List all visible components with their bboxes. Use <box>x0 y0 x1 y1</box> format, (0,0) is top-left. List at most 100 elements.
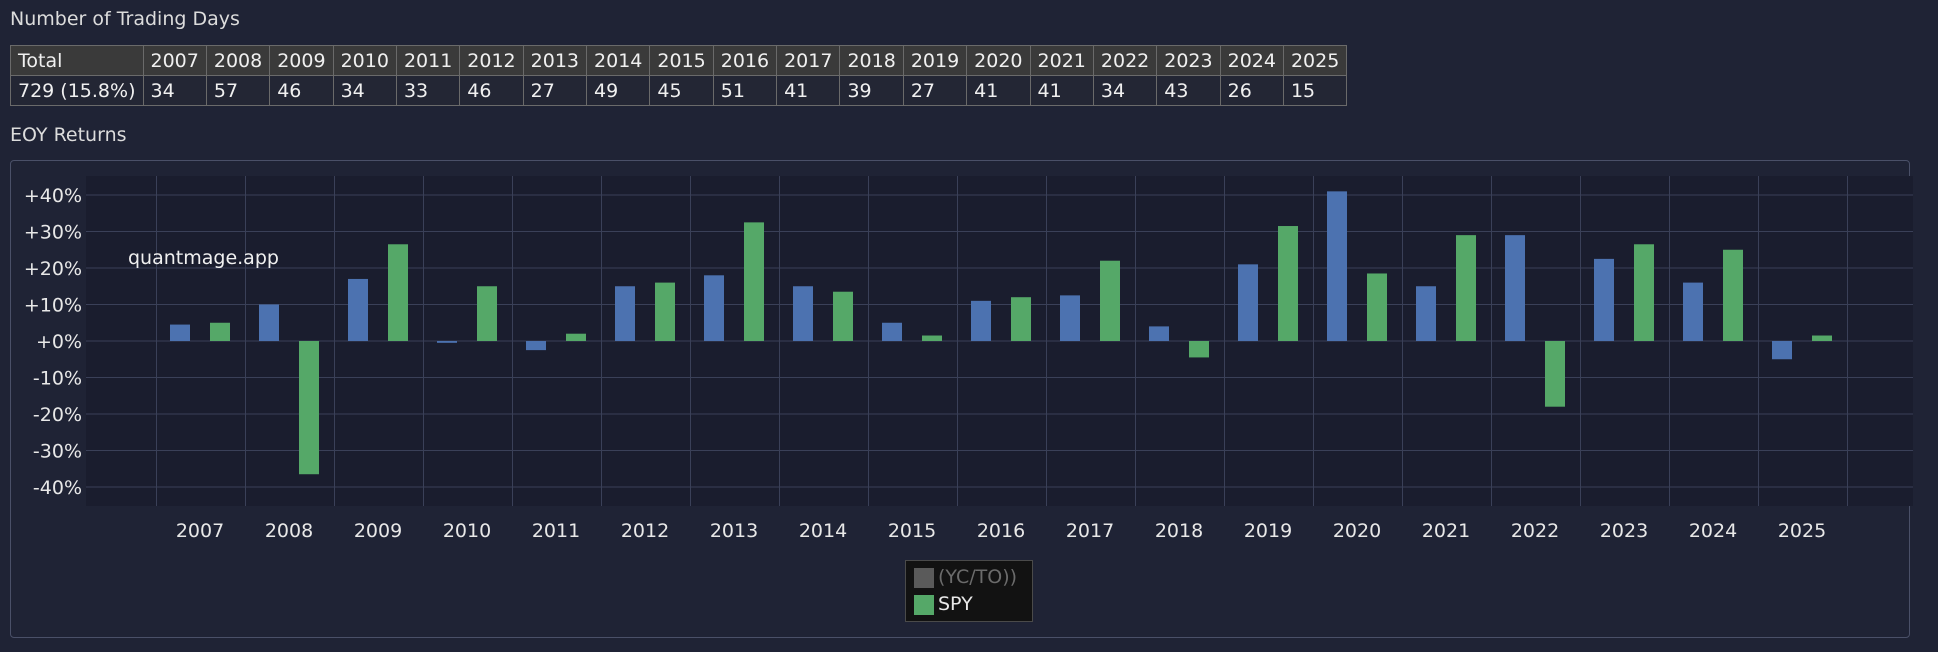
y-tick-label: +10% <box>24 295 82 317</box>
bar-strategy-2009 <box>348 278 368 341</box>
bar-spy-2016 <box>1011 297 1031 341</box>
header-year-2018: 2018 <box>839 45 904 76</box>
header-year-2022: 2022 <box>1092 45 1158 76</box>
x-tick-label-2008: 2008 <box>265 520 313 542</box>
bar-strategy-2011 <box>526 341 546 351</box>
bar-strategy-2012 <box>615 286 635 341</box>
y-tick-label: -40% <box>33 477 82 499</box>
x-tick-label-2014: 2014 <box>799 520 847 542</box>
y-tick-label: +30% <box>24 222 82 244</box>
header-year-2021: 2021 <box>1029 45 1094 76</box>
x-tick-label-2022: 2022 <box>1511 520 1559 542</box>
x-tick-label-2013: 2013 <box>710 520 758 542</box>
header-year-2007: 2007 <box>142 45 207 76</box>
bar-spy-2007 <box>210 322 230 341</box>
bar-strategy-2023 <box>1594 258 1614 341</box>
cell-year-2025: 15 <box>1282 75 1348 106</box>
cell-year-2022: 34 <box>1092 75 1158 106</box>
bar-spy-2014 <box>833 291 853 341</box>
bar-spy-2023 <box>1634 244 1654 341</box>
bar-spy-2021 <box>1456 235 1476 341</box>
eoy-returns-title: EOY Returns <box>10 124 127 146</box>
x-tick-label-2015: 2015 <box>888 520 936 542</box>
cell-year-2011: 33 <box>395 75 461 106</box>
cell-year-2013: 27 <box>522 75 588 106</box>
legend-item-spy[interactable]: SPY <box>914 591 1024 618</box>
bar-spy-2017 <box>1100 260 1120 341</box>
header-year-2024: 2024 <box>1219 45 1284 76</box>
bar-spy-2018 <box>1189 341 1209 358</box>
header-year-2015: 2015 <box>649 45 714 76</box>
bar-spy-2008 <box>299 341 319 475</box>
cell-year-2019: 27 <box>902 75 968 106</box>
x-tick-label-2023: 2023 <box>1600 520 1648 542</box>
trading-days-value-row: 729 (15.8%) 34 57 46 34 33 46 27 49 45 51 41 39 27 41 4… <box>10 75 1348 106</box>
x-tick-label-2007: 2007 <box>176 520 224 542</box>
header-year-2014: 2014 <box>586 45 651 76</box>
bar-spy-2022 <box>1545 341 1565 407</box>
x-tick-label-2020: 2020 <box>1333 520 1381 542</box>
header-year-2016: 2016 <box>712 45 778 76</box>
bar-spy-2015 <box>922 335 942 341</box>
cell-year-2009: 46 <box>269 75 334 106</box>
cell-year-2017: 41 <box>776 75 841 106</box>
bar-strategy-2007 <box>170 324 190 341</box>
trading-days-header-row: Total 2007 2008 2009 2010 2011 2012 2013 2014 201… <box>10 45 1348 76</box>
x-tick-label-2009: 2009 <box>354 520 402 542</box>
y-tick-label: -10% <box>33 368 82 390</box>
bar-strategy-2015 <box>882 322 902 341</box>
bar-strategy-2016 <box>971 300 991 341</box>
cell-year-2010: 34 <box>332 75 397 106</box>
bar-strategy-2017 <box>1060 295 1080 341</box>
trading-days-title: Number of Trading Days <box>10 8 240 30</box>
bar-spy-2019 <box>1278 226 1298 341</box>
y-tick-label: +20% <box>24 258 82 280</box>
bar-spy-2020 <box>1367 273 1387 341</box>
chart-legend: (YC/TO)) SPY <box>905 560 1033 622</box>
cell-year-2020: 41 <box>966 75 1031 106</box>
header-year-2010: 2010 <box>332 45 397 76</box>
x-tick-label-2024: 2024 <box>1689 520 1737 542</box>
bar-strategy-2014 <box>793 286 813 341</box>
y-tick-label: +40% <box>24 185 82 207</box>
bar-spy-2010 <box>477 286 497 341</box>
header-year-2023: 2023 <box>1156 45 1221 76</box>
cell-year-2008: 57 <box>205 75 271 106</box>
trading-days-table: Total 2007 2008 2009 2010 2011 2012 2013 2014 201… <box>10 45 1348 106</box>
header-year-2008: 2008 <box>205 45 271 76</box>
bar-strategy-2020 <box>1327 191 1347 341</box>
x-tick-label-2025: 2025 <box>1778 520 1826 542</box>
y-tick-label: +0% <box>36 331 82 353</box>
bar-strategy-2025 <box>1772 341 1792 360</box>
header-year-2012: 2012 <box>459 45 524 76</box>
bar-strategy-2024 <box>1683 282 1703 341</box>
bar-spy-2024 <box>1723 249 1743 341</box>
header-year-2025: 2025 <box>1282 45 1348 76</box>
bar-strategy-2022 <box>1505 235 1525 341</box>
cell-year-2024: 26 <box>1219 75 1284 106</box>
x-tick-label-2010: 2010 <box>443 520 491 542</box>
bar-strategy-2018 <box>1149 326 1169 341</box>
bar-spy-2012 <box>655 282 675 341</box>
header-year-2009: 2009 <box>269 45 334 76</box>
cell-year-2012: 46 <box>459 75 524 106</box>
x-tick-label-2019: 2019 <box>1244 520 1292 542</box>
bar-spy-2009 <box>388 244 408 341</box>
bar-strategy-2008 <box>259 304 279 341</box>
cell-year-2018: 39 <box>839 75 904 106</box>
bar-strategy-2013 <box>704 275 724 341</box>
y-tick-label: -20% <box>33 404 82 426</box>
bar-spy-2025 <box>1812 335 1832 341</box>
x-tick-label-2012: 2012 <box>621 520 669 542</box>
header-year-2013: 2013 <box>522 45 588 76</box>
legend-swatch-strategy <box>914 567 934 588</box>
legend-item-strategy[interactable]: (YC/TO)) <box>914 564 1024 591</box>
bar-spy-2011 <box>566 333 586 341</box>
legend-label-strategy: (YC/TO)) <box>938 566 1018 588</box>
bar-strategy-2021 <box>1416 286 1436 341</box>
cell-year-2016: 51 <box>712 75 778 106</box>
bar-spy-2013 <box>744 222 764 341</box>
cell-year-2023: 43 <box>1156 75 1221 106</box>
bar-strategy-2019 <box>1238 264 1258 341</box>
x-tick-label-2021: 2021 <box>1422 520 1470 542</box>
